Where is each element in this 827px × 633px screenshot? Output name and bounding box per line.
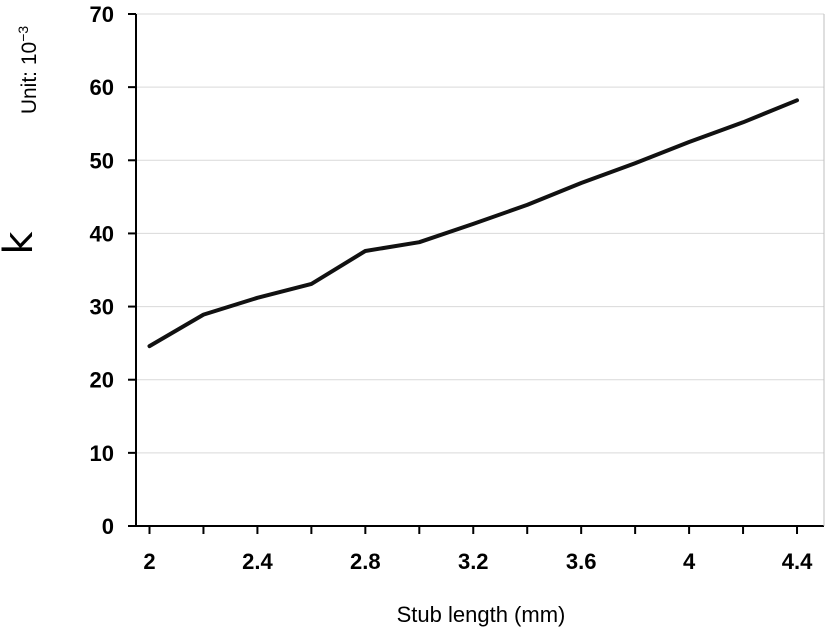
series-line-0 — [147, 98, 799, 349]
x-axis-title: Stub length (mm) — [397, 602, 566, 627]
x-tick-label-4: 3.6 — [566, 549, 597, 574]
axes — [135, 14, 825, 527]
y-tick-label-3: 30 — [90, 295, 114, 320]
x-tick-label-6: 4.4 — [782, 549, 813, 574]
series-group — [147, 98, 799, 349]
x-axis-ticks: 2 2.4 2.8 3.2 3.6 4 4.4 — [143, 526, 813, 574]
y-tick-label-5: 50 — [90, 148, 114, 173]
x-tick-label-1: 2.4 — [242, 549, 273, 574]
y-tick-label-1: 10 — [90, 441, 114, 466]
y-tick-label-2: 20 — [90, 368, 114, 393]
x-tick-label-0: 2 — [143, 549, 155, 574]
gridlines — [136, 13, 824, 454]
y-tick-label-7: 70 — [90, 2, 114, 27]
y-tick-label-6: 60 — [90, 75, 114, 100]
y-axis-ticks: 0 10 20 30 40 50 60 70 — [90, 2, 136, 539]
x-tick-label-5: 4 — [683, 549, 696, 574]
unit-label: Unit: 10−3 — [15, 26, 41, 115]
y-tick-label-0: 0 — [102, 514, 114, 539]
y-axis-title: k — [0, 231, 42, 255]
x-tick-label-3: 3.2 — [458, 549, 489, 574]
unit-exponent: −3 — [15, 26, 31, 42]
x-tick-label-2: 2.8 — [350, 549, 381, 574]
unit-prefix: Unit: 10 — [18, 42, 41, 114]
y-tick-label-4: 40 — [90, 221, 114, 246]
